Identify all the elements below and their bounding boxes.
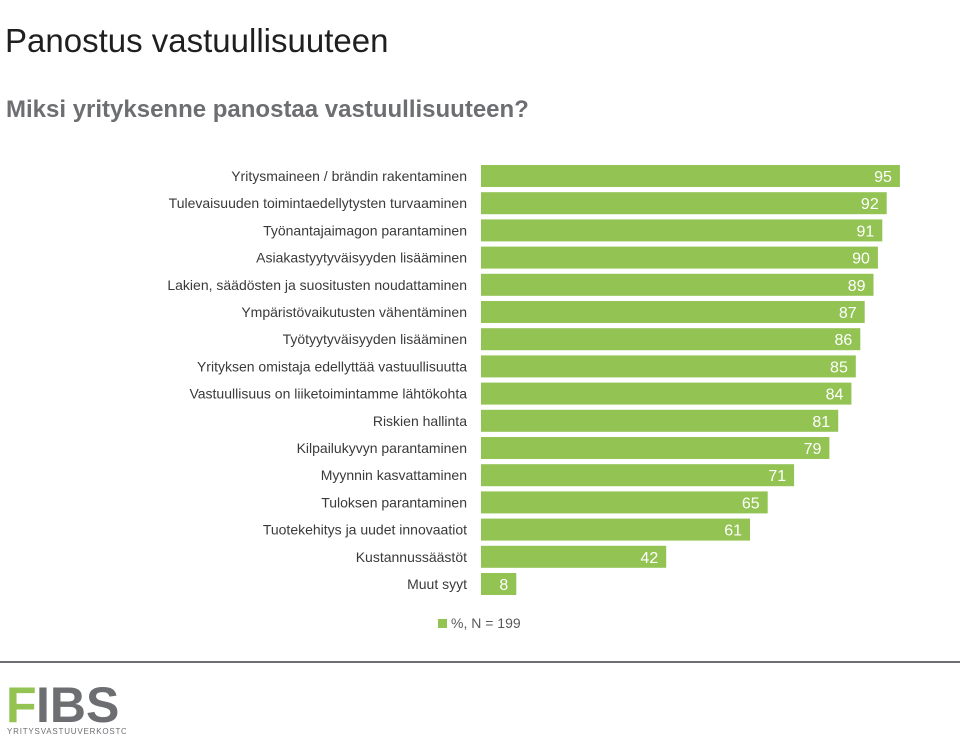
data-label: 91 xyxy=(857,223,875,240)
category-label: Työtyytyväisyyden lisääminen xyxy=(283,331,467,347)
svg-text:YRITYSVASTUUVERKOSTO: YRITYSVASTUUVERKOSTO xyxy=(7,727,126,736)
data-label: 71 xyxy=(768,468,786,485)
bar-chart: Yritysmaineen / brändin rakentaminen 95 Tu… xyxy=(167,165,900,631)
category-label: Yrityksen omistaja edellyttää vastuullis… xyxy=(197,358,467,374)
data-label: 65 xyxy=(742,495,760,512)
data-label: 61 xyxy=(724,523,742,540)
data-label: 84 xyxy=(826,387,844,404)
svg-text:F: F xyxy=(6,677,37,733)
data-label: 90 xyxy=(852,251,870,268)
data-label: 81 xyxy=(812,414,830,431)
bar xyxy=(481,192,887,215)
data-label: 8 xyxy=(499,577,508,594)
category-label: Kilpailukyvyn parantaminen xyxy=(297,440,467,456)
category-label: Riskien hallinta xyxy=(373,413,467,429)
bar xyxy=(481,491,768,514)
data-label: 42 xyxy=(640,550,658,567)
category-label: Muut syyt xyxy=(407,576,467,592)
category-label: Kustannussäästöt xyxy=(356,549,467,565)
category-label: Lakien, säädösten ja suositusten noudatt… xyxy=(167,277,467,293)
page-title: Panostus vastuullisuuteen xyxy=(5,22,389,59)
data-label: 79 xyxy=(804,441,822,458)
bar xyxy=(481,464,795,487)
bar xyxy=(481,518,750,541)
chart-legend: %, N = 199 xyxy=(438,615,521,631)
bar xyxy=(481,219,883,242)
category-label: Ympäristövaikutusten vähentäminen xyxy=(241,304,467,320)
legend-swatch xyxy=(438,619,447,628)
bar xyxy=(481,273,874,296)
data-label: 87 xyxy=(839,305,857,322)
data-label: 86 xyxy=(834,332,852,349)
svg-text:IBS: IBS xyxy=(36,677,119,733)
category-label: Tulevaisuuden toimintaedellytysten turva… xyxy=(169,195,467,211)
legend-label: %, N = 199 xyxy=(451,615,521,631)
bar xyxy=(481,382,852,405)
page-subtitle: Miksi yrityksenne panostaa vastuullisuut… xyxy=(6,96,529,123)
category-label: Asiakastyytyväisyyden lisääminen xyxy=(256,250,467,266)
category-label: Työnantajaimagon parantaminen xyxy=(263,222,467,238)
data-label: 95 xyxy=(874,169,892,186)
data-label: 85 xyxy=(830,359,848,376)
bar xyxy=(481,165,900,187)
bar xyxy=(481,328,861,351)
bar xyxy=(481,437,830,459)
bar xyxy=(481,246,878,269)
fibs-logo: F IBS YRITYSVASTUUVERKOSTO xyxy=(6,677,126,736)
category-label: Tuloksen parantaminen xyxy=(321,494,467,510)
bar xyxy=(481,355,856,378)
bar xyxy=(481,573,517,595)
bars-layer: Yritysmaineen / brändin rakentaminen 95 Tu… xyxy=(167,165,900,595)
bar xyxy=(481,545,667,568)
bar xyxy=(481,301,865,323)
category-label: Yritysmaineen / brändin rakentaminen xyxy=(231,168,467,184)
data-label: 89 xyxy=(848,278,866,295)
footer-divider xyxy=(0,661,960,663)
category-label: Vastuullisuus on liiketoimintamme lähtök… xyxy=(189,386,467,402)
category-label: Tuotekehitys ja uudet innovaatiot xyxy=(263,522,467,538)
category-label: Myynnin kasvattaminen xyxy=(321,467,467,483)
data-label: 92 xyxy=(861,196,879,213)
bar xyxy=(481,409,839,432)
